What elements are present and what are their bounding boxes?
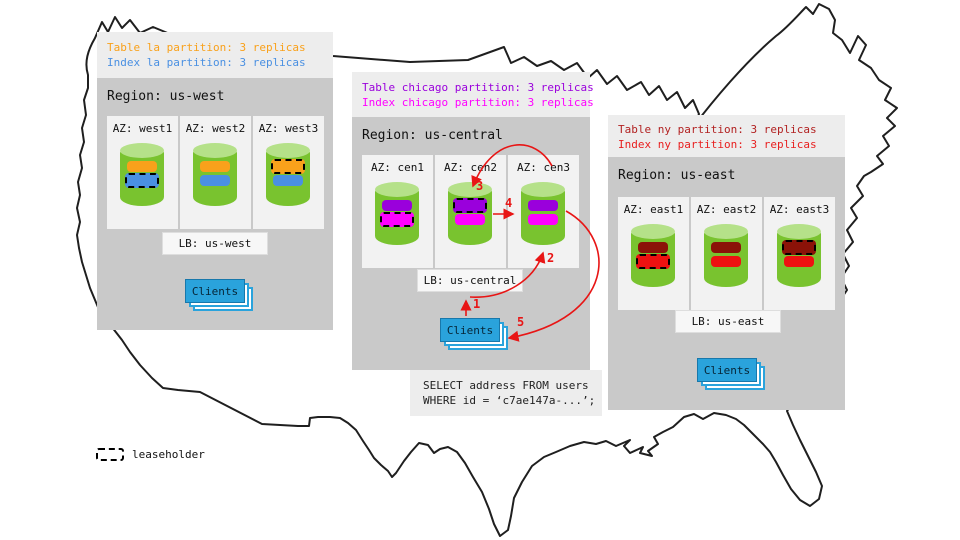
replica-bar <box>273 175 303 186</box>
database-cylinder <box>631 224 675 287</box>
load-balancer-us-west: LB: us-west <box>162 232 268 255</box>
region-legend-us-east: Table ny partition: 3 replicas Index ny … <box>608 115 845 157</box>
cylinder-lid <box>120 143 164 158</box>
az-box-west3: AZ: west3 <box>253 116 324 229</box>
query-box: SELECT address FROM users WHERE id = ‘c7… <box>410 370 602 416</box>
az-box-west2: AZ: west2 <box>180 116 251 229</box>
az-label: AZ: west3 <box>258 122 319 135</box>
leaseholder-replica-bar <box>380 212 414 227</box>
az-box-east3: AZ: east3 <box>764 197 835 310</box>
replica-bar <box>382 200 412 211</box>
load-balancer-us-central: LB: us-central <box>417 269 523 292</box>
replica-bar <box>528 214 558 225</box>
leaseholder-replica-bar <box>782 240 816 255</box>
legend-line-index: Index la partition: 3 replicas <box>107 56 306 69</box>
replica-bar <box>711 242 741 253</box>
region-us-east: Region: us-east AZ: east1 AZ: east2 AZ: … <box>608 157 845 410</box>
az-box-east1: AZ: east1 <box>618 197 689 310</box>
cylinder-lid <box>448 182 492 197</box>
legend-line-table: Table la partition: 3 replicas <box>107 41 306 54</box>
clients-stack-us-west: Clients <box>185 279 253 311</box>
leaseholder-replica-bar <box>453 198 487 213</box>
az-label: AZ: east1 <box>623 203 684 216</box>
region-title: Region: us-east <box>618 168 736 183</box>
clients-stack-us-central: Clients <box>440 318 508 350</box>
region-title: Region: us-central <box>362 128 503 143</box>
az-label: AZ: cen2 <box>444 161 497 174</box>
replica-bar <box>200 175 230 186</box>
az-box-cen1: AZ: cen1 <box>362 155 433 268</box>
az-label: AZ: east3 <box>769 203 830 216</box>
database-cylinder <box>120 143 164 206</box>
region-title: Region: us-west <box>107 89 225 104</box>
clients-box: Clients <box>697 358 757 382</box>
cylinder-lid <box>631 224 675 239</box>
database-cylinder <box>266 143 310 206</box>
az-box-east2: AZ: east2 <box>691 197 762 310</box>
cylinder-lid <box>193 143 237 158</box>
cylinder-lid <box>704 224 748 239</box>
legend-line-index: Index ny partition: 3 replicas <box>618 138 817 151</box>
az-label: AZ: cen1 <box>371 161 424 174</box>
clients-stack-us-east: Clients <box>697 358 765 390</box>
database-cylinder <box>521 182 565 245</box>
database-cylinder <box>193 143 237 206</box>
clients-box: Clients <box>185 279 245 303</box>
replica-bar <box>784 256 814 267</box>
database-cylinder <box>375 182 419 245</box>
replica-bar <box>455 214 485 225</box>
leaseholder-replica-bar <box>125 173 159 188</box>
replica-bar <box>528 200 558 211</box>
region-legend-us-central: Table chicago partition: 3 replicas Inde… <box>352 72 594 117</box>
replica-bar <box>638 242 668 253</box>
leaseholder-replica-bar <box>636 254 670 269</box>
clients-box: Clients <box>440 318 500 342</box>
region-us-west: Region: us-west AZ: west1 AZ: west2 AZ: … <box>97 78 333 330</box>
az-label: AZ: cen3 <box>517 161 570 174</box>
leaseholder-swatch <box>96 448 124 461</box>
replica-bar <box>200 161 230 172</box>
region-legend-us-west: Table la partition: 3 replicas Index la … <box>97 32 333 78</box>
load-balancer-us-east: LB: us-east <box>675 310 781 333</box>
leaseholder-replica-bar <box>271 159 305 174</box>
az-box-west1: AZ: west1 <box>107 116 178 229</box>
legend-line-index: Index chicago partition: 3 replicas <box>362 96 594 109</box>
cylinder-lid <box>266 143 310 158</box>
database-cylinder <box>704 224 748 287</box>
az-label: AZ: west2 <box>185 122 246 135</box>
az-label: AZ: west1 <box>112 122 173 135</box>
cylinder-lid <box>521 182 565 197</box>
az-box-cen3: AZ: cen3 <box>508 155 579 268</box>
legend-line-table: Table ny partition: 3 replicas <box>618 123 817 136</box>
cylinder-lid <box>375 182 419 197</box>
replica-bar <box>127 161 157 172</box>
legend-line-table: Table chicago partition: 3 replicas <box>362 81 594 94</box>
leaseholder-label: leaseholder <box>132 448 205 461</box>
database-cylinder <box>448 182 492 245</box>
leaseholder-legend: leaseholder <box>96 448 205 461</box>
replica-bar <box>711 256 741 267</box>
cylinder-lid <box>777 224 821 239</box>
query-line-1: SELECT address FROM users <box>423 379 589 392</box>
database-cylinder <box>777 224 821 287</box>
az-label: AZ: east2 <box>696 203 757 216</box>
query-line-2: WHERE id = ‘c7ae147a-...’; <box>423 394 596 407</box>
az-box-cen2: AZ: cen2 <box>435 155 506 268</box>
region-us-central: Region: us-central AZ: cen1 AZ: cen2 AZ:… <box>352 117 590 370</box>
